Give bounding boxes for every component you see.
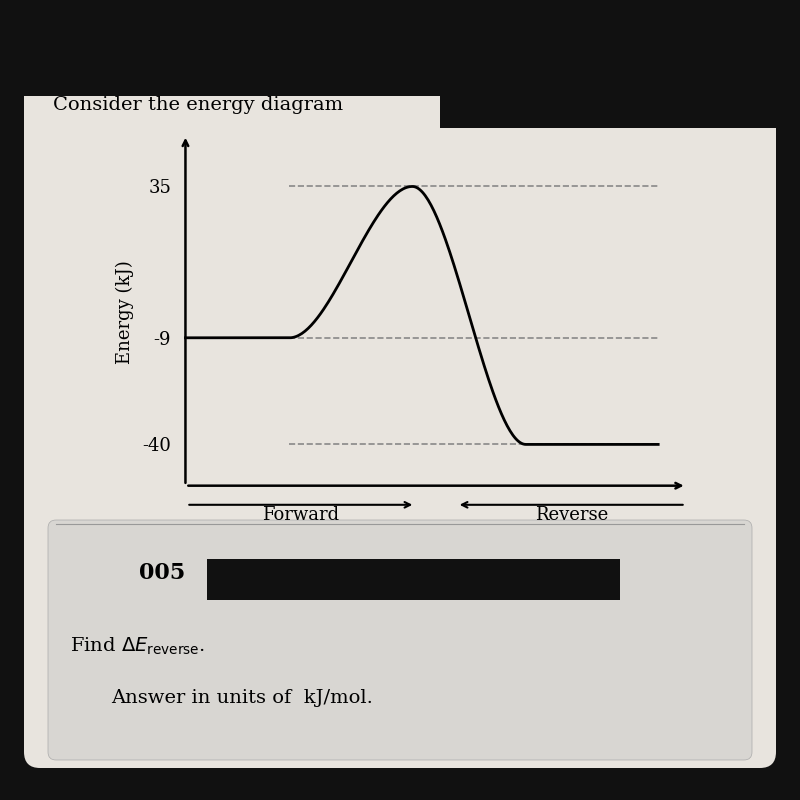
Text: Consider the energy diagram: Consider the energy diagram	[53, 96, 343, 114]
Text: Find $\Delta E_{\mathrm{reverse}}$.: Find $\Delta E_{\mathrm{reverse}}$.	[70, 635, 205, 657]
Text: Answer in units of  kJ/mol.: Answer in units of kJ/mol.	[111, 690, 373, 707]
Text: 005: 005	[138, 562, 185, 584]
Text: Forward: Forward	[262, 506, 339, 524]
Y-axis label: Energy (kJ): Energy (kJ)	[116, 260, 134, 364]
Bar	[440, 48, 800, 128]
FancyBboxPatch shape	[24, 56, 776, 768]
Text: Reverse: Reverse	[534, 506, 608, 524]
Bar	[207, 559, 620, 600]
Bar	[0, 0, 800, 96]
FancyBboxPatch shape	[48, 520, 752, 760]
